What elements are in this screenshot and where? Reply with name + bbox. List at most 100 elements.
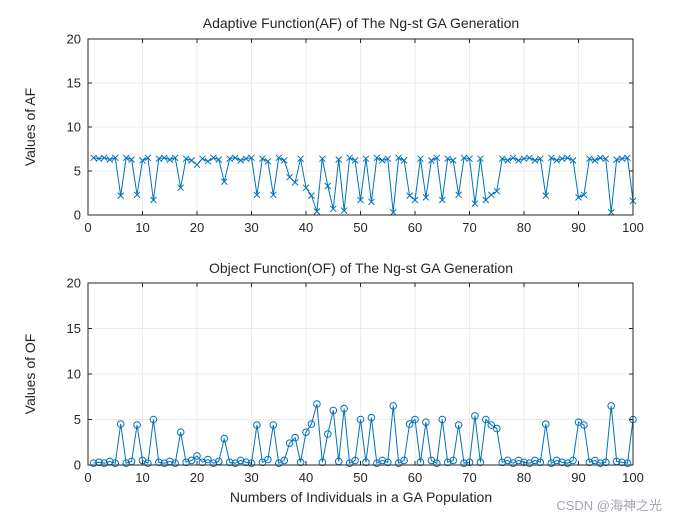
circle-marker-icon [193,452,201,460]
x-marker-icon [280,157,288,164]
x-marker-icon [580,191,588,199]
x-marker-icon [471,200,479,207]
x-marker-icon [624,154,631,162]
y-tick-label: 15 [67,321,81,336]
x-marker-icon [269,191,277,199]
circle-marker-icon [443,458,452,467]
x-marker-icon [547,154,555,162]
circle-marker-icon [291,433,299,442]
x-marker-icon [95,155,103,163]
x-tick-label: 10 [135,220,149,235]
circle-marker-icon [247,459,256,468]
series-line [93,157,634,213]
subplot-1: 0 10 20 30 40 50 60 70 80 90 100 0 5 10 15 20 [67,32,644,236]
x-marker-icon [259,155,266,163]
circle-marker-icon [618,458,626,467]
x-marker-icon [302,184,310,192]
circle-marker-icon [569,456,577,465]
circle-marker-icon [204,455,212,464]
x-marker-icon [335,156,343,163]
x-tick-label: 50 [353,470,367,485]
circle-marker-icon [536,458,545,467]
circle-marker-icon [242,458,250,467]
x-marker-icon [319,155,326,163]
circle-marker-icon [324,430,332,438]
circle-marker-icon [454,421,463,429]
circle-marker-icon [476,458,485,467]
x-marker-icon [150,196,157,204]
y-tick-label: 10 [67,120,81,135]
x-tick-label: 100 [622,220,644,235]
x-tick-label: 90 [571,470,585,485]
circle-marker-icon [356,415,365,424]
circle-marker-icon [187,456,196,465]
x-marker-icon [313,208,321,215]
x-tick-label: 100 [622,470,644,485]
x-marker-icon [569,157,577,164]
x-tick-label: 60 [408,220,422,235]
x-marker-icon [210,154,217,162]
x-marker-icon [466,155,473,163]
circle-marker-icon [580,421,588,429]
x-marker-icon [553,157,561,164]
x-marker-icon [482,196,490,204]
x-marker-icon [444,155,452,163]
circle-marker-icon [285,439,294,448]
x-marker-icon [220,178,228,185]
x-marker-icon [384,155,392,163]
circle-marker-icon [171,459,179,468]
x-marker-icon [526,154,533,162]
x-marker-icon [433,154,441,162]
x-marker-icon [618,155,626,163]
x-marker-icon [160,154,168,162]
circle-marker-icon [384,458,392,467]
x-marker-icon [111,154,119,162]
x-marker-icon [90,154,97,162]
circle-marker-icon [405,420,414,428]
x-marker-icon [275,154,283,162]
circle-marker-icon [438,415,447,424]
circle-marker-icon [269,421,278,429]
x-marker-icon [477,155,484,163]
circle-marker-icon [220,434,229,443]
circle-marker-icon [302,428,310,437]
circle-marker-icon [585,458,594,467]
x-marker-icon [297,155,304,163]
circle-marker-icon [296,458,305,467]
y-tick-label: 5 [74,164,81,179]
circle-marker-icon [471,412,479,420]
circle-marker-icon [144,459,152,468]
subplot-2: 0 10 20 30 40 50 60 70 80 90 100 0 5 10 15 20 [67,276,644,486]
x-tick-label: 60 [408,470,422,485]
x-marker-icon [368,198,375,206]
x-marker-icon [199,155,206,163]
circle-marker-icon [209,459,218,468]
circle-marker-icon [160,459,169,468]
circle-marker-icon [149,415,158,424]
x-marker-icon [509,154,517,162]
circle-marker-icon [520,458,528,467]
x-marker-icon [449,157,457,164]
circle-marker-icon [264,455,272,464]
circle-marker-icon [378,456,387,465]
circle-marker-icon [367,413,376,422]
x-marker-icon [558,155,566,163]
circle-marker-icon [449,456,458,465]
x-tick-label: 40 [299,220,313,235]
circle-marker-icon [280,456,289,465]
x-marker-icon [438,196,446,204]
circle-marker-icon [116,420,125,428]
circle-marker-icon [122,459,130,468]
x-marker-icon [613,156,620,163]
circle-marker-icon [307,420,316,428]
x-tick-label: 40 [299,470,313,485]
x-marker-icon [171,154,179,162]
circle-marker-icon [389,402,398,410]
x-marker-icon [291,179,299,186]
circle-marker-icon [318,458,327,467]
circle-marker-icon [100,459,109,468]
circle-marker-icon [236,456,245,465]
x-marker-icon [264,157,272,165]
circle-marker-icon [155,458,163,467]
